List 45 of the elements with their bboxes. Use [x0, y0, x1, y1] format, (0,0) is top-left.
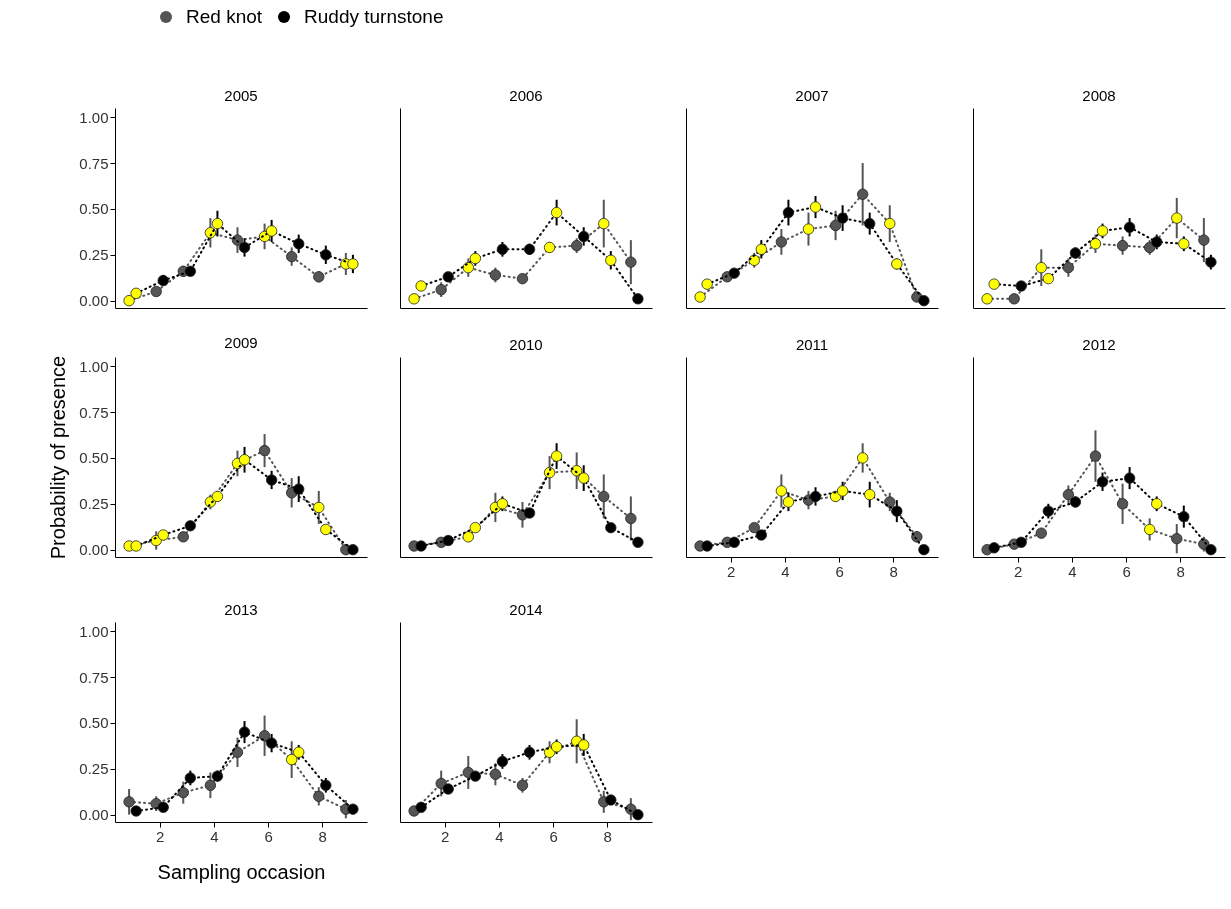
y-tick-label: 0.25 [79, 760, 109, 778]
y-tick-label: 0.00 [79, 292, 109, 310]
y-tick-label: 0.00 [79, 541, 109, 559]
chart-title: 2005 [224, 87, 258, 104]
x-tick-label: 6 [264, 827, 273, 845]
y-tick-label: 0.00 [79, 806, 109, 824]
x-tick-label: 6 [549, 827, 558, 845]
chart-title: 2009 [224, 334, 258, 352]
x-tick-label: 2 [156, 827, 165, 845]
y-tick-label: 0.75 [79, 154, 109, 172]
y-tick-label: 0.25 [79, 495, 109, 513]
x-tick-label: 8 [603, 827, 612, 845]
y-tick-label: 0.75 [79, 668, 109, 686]
x-tick-label: 4 [781, 562, 790, 580]
chart-title: 2008 [1082, 87, 1116, 104]
chart-title: 2012 [1082, 336, 1116, 353]
y-tick-label: 1.00 [79, 357, 109, 375]
y-axis-title: Probability of presence [47, 355, 70, 560]
x-tick-label: 4 [210, 827, 219, 845]
y-tick-label: 0.50 [79, 714, 109, 732]
chart-title: 2006 [509, 87, 543, 104]
chart-title: 2010 [509, 336, 543, 353]
y-tick-label: 0.75 [79, 403, 109, 421]
chart-title: 2013 [224, 601, 258, 618]
x-tick-label: 2 [441, 827, 450, 845]
chart-title: 2007 [795, 87, 829, 104]
x-tick-label: 6 [1122, 562, 1131, 580]
x-tick-label: 8 [889, 562, 898, 580]
legend-label: Red knot [186, 6, 263, 28]
y-tick-label: 0.50 [79, 200, 109, 218]
x-axis-title: Sampling occasion [157, 860, 326, 883]
y-tick-label: 1.00 [79, 622, 109, 640]
x-tick-label: 2 [727, 562, 736, 580]
x-tick-label: 6 [835, 562, 844, 580]
y-tick-label: 1.00 [79, 108, 109, 126]
x-tick-label: 8 [318, 827, 327, 845]
legend-label: Ruddy turnstone [304, 6, 444, 28]
chart-title: 2011 [795, 336, 829, 353]
chart-title: 2014 [509, 601, 543, 618]
y-tick-label: 0.25 [79, 246, 109, 264]
x-tick-label: 4 [1068, 562, 1077, 580]
y-tick-label: 0.50 [79, 449, 109, 467]
x-tick-label: 2 [1014, 562, 1023, 580]
x-tick-label: 4 [495, 827, 504, 845]
x-tick-label: 8 [1176, 562, 1185, 580]
